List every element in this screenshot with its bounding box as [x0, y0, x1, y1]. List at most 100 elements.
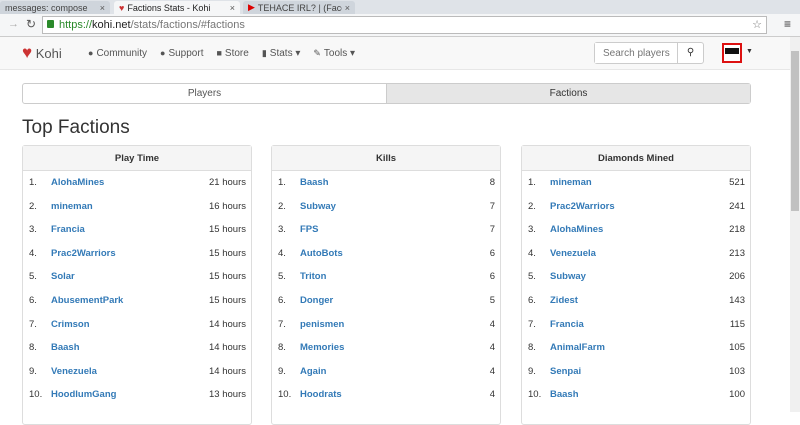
table-row: 8. Memories 4 — [272, 336, 500, 360]
rank: 2. — [528, 200, 536, 212]
stat-value: 206 — [729, 271, 745, 283]
rank: 5. — [528, 271, 536, 283]
reload-icon[interactable]: ↻ — [26, 17, 37, 31]
faction-link[interactable]: Memories — [300, 342, 345, 354]
faction-link[interactable]: Donger — [300, 294, 334, 306]
wrench-icon: ✎ — [313, 48, 321, 58]
faction-link[interactable]: mineman — [51, 200, 93, 212]
scrollbar[interactable] — [790, 37, 800, 412]
faction-link[interactable]: Francia — [51, 224, 85, 236]
avatar[interactable] — [722, 43, 742, 63]
stat-value: 14 hours — [209, 318, 246, 330]
faction-link[interactable]: AlohaMines — [550, 224, 604, 236]
stat-value: 16 hours — [209, 200, 246, 212]
stats-tabs: Players Factions — [22, 83, 751, 104]
table-row: 4. Prac2Warriors 15 hours — [23, 242, 251, 266]
faction-link[interactable]: AlohaMines — [51, 177, 105, 188]
table-row: 4. Venezuela 213 — [522, 242, 750, 266]
panel-header: Diamonds Mined — [522, 146, 750, 171]
stat-value: 8 — [489, 177, 495, 188]
stat-value: 15 hours — [209, 271, 246, 283]
stat-value: 7 — [489, 200, 495, 212]
faction-link[interactable]: Baash — [300, 177, 329, 188]
rank: 5. — [29, 271, 37, 283]
stat-value: 521 — [729, 177, 745, 188]
tab-factions[interactable]: Factions — [386, 84, 750, 103]
stat-value: 21 hours — [209, 177, 246, 188]
faction-link[interactable]: AnimalFarm — [550, 342, 605, 354]
faction-link[interactable]: Subway — [300, 200, 336, 212]
stat-value: 4 — [489, 365, 495, 377]
faction-link[interactable]: Hoodrats — [300, 389, 342, 401]
table-row: 8. AnimalFarm 105 — [522, 336, 750, 360]
faction-link[interactable]: Francia — [550, 318, 584, 330]
table-row: 2. Prac2Warriors 241 — [522, 195, 750, 219]
address-bar-row: → ↻ https://kohi.net/stats/factions/#fac… — [0, 14, 800, 37]
faction-link[interactable]: mineman — [550, 177, 592, 188]
nav-stats[interactable]: ▮ Stats ▾ — [261, 48, 301, 59]
faction-link[interactable]: Baash — [51, 342, 80, 354]
faction-link[interactable]: AutoBots — [300, 247, 343, 259]
faction-link[interactable]: FPS — [300, 224, 319, 236]
rank: 8. — [528, 342, 536, 354]
scrollbar-thumb[interactable] — [791, 51, 799, 211]
nav-support[interactable]: ● Support — [160, 48, 204, 59]
menu-icon[interactable]: ≡ — [784, 17, 792, 31]
chevron-down-icon[interactable]: ▼ — [746, 48, 753, 55]
stat-value: 105 — [729, 342, 745, 354]
table-row: 1. mineman 521 — [522, 171, 750, 195]
table-row: 6. AbusementPark 15 hours — [23, 289, 251, 313]
faction-link[interactable]: Subway — [550, 271, 586, 283]
nav-store[interactable]: ■ Store — [216, 48, 249, 59]
search-input[interactable] — [595, 43, 679, 63]
close-icon[interactable]: × — [344, 2, 350, 13]
table-row: 2. Subway 7 — [272, 195, 500, 219]
table-row: 7. penismen 4 — [272, 313, 500, 337]
rank: 8. — [29, 342, 37, 354]
browser-tab[interactable]: messages: compose × — [0, 1, 110, 14]
faction-link[interactable]: penismen — [300, 318, 345, 330]
close-icon[interactable]: × — [229, 2, 235, 13]
close-icon[interactable]: × — [99, 2, 105, 13]
forward-icon[interactable]: → — [8, 18, 19, 30]
faction-link[interactable]: Venezuela — [51, 365, 97, 377]
faction-link[interactable]: HoodlumGang — [51, 389, 117, 401]
table-row: 7. Crimson 14 hours — [23, 313, 251, 337]
faction-link[interactable]: Zidest — [550, 294, 578, 306]
faction-link[interactable]: Baash — [550, 389, 579, 401]
faction-link[interactable]: Prac2Warriors — [550, 200, 615, 212]
stat-value: 6 — [489, 271, 495, 283]
stat-value: 241 — [729, 200, 745, 212]
faction-link[interactable]: Triton — [300, 271, 327, 283]
faction-link[interactable]: Solar — [51, 271, 75, 283]
url-field[interactable]: https://kohi.net/stats/factions/#faction… — [42, 16, 767, 34]
rank: 3. — [29, 224, 37, 236]
browser-tab-active[interactable]: ♥ Factions Stats - Kohi × — [114, 1, 240, 14]
table-row: 1. Baash 8 — [272, 171, 500, 195]
rank: 5. — [278, 271, 286, 283]
faction-link[interactable]: AbusementPark — [51, 294, 124, 306]
tab-players[interactable]: Players — [187, 88, 222, 99]
faction-link[interactable]: Prac2Warriors — [51, 247, 116, 259]
rank: 6. — [29, 294, 37, 306]
nav-tools[interactable]: ✎ Tools ▾ — [313, 48, 356, 59]
rank: 7. — [278, 318, 286, 330]
panel-header: Kills — [272, 146, 500, 171]
faction-link[interactable]: Again — [300, 365, 327, 377]
nav-community[interactable]: ● Community — [88, 48, 148, 59]
rank: 7. — [528, 318, 536, 330]
rank: 1. — [278, 177, 286, 188]
star-icon[interactable]: ☆ — [752, 19, 762, 31]
table-row: 6. Zidest 143 — [522, 289, 750, 313]
faction-link[interactable]: Venezuela — [550, 247, 596, 259]
faction-link[interactable]: Crimson — [51, 318, 90, 330]
browser-tab[interactable]: ▶TEHACE IRL? | (Face Reve× — [243, 1, 355, 14]
rank: 8. — [278, 342, 286, 354]
stat-value: 4 — [489, 389, 495, 401]
brand-logo[interactable]: ♥ Kohi — [22, 43, 62, 62]
stat-value: 14 hours — [209, 365, 246, 377]
search-icon[interactable]: ⚲ — [677, 43, 703, 63]
table-row: 6. Donger 5 — [272, 289, 500, 313]
faction-link[interactable]: Senpai — [550, 365, 582, 377]
rank: 4. — [528, 247, 536, 259]
